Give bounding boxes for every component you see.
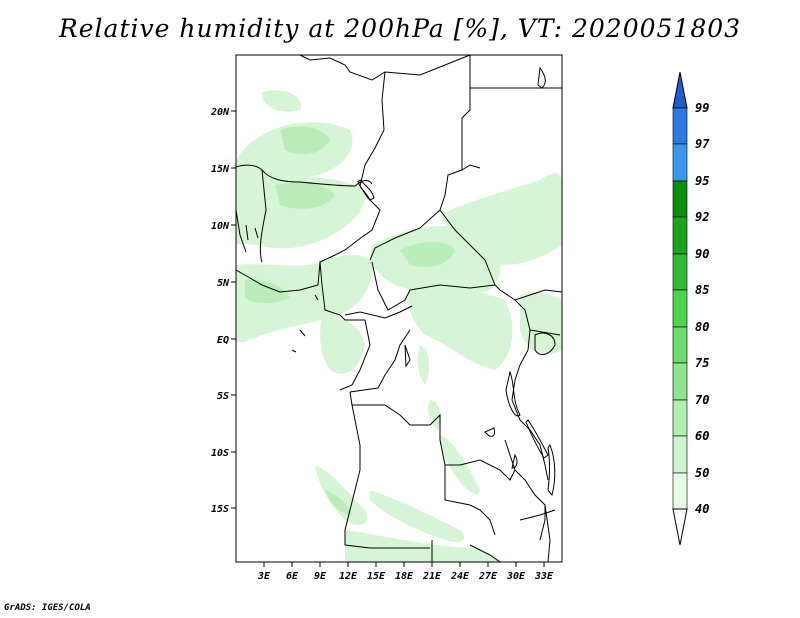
legend-label: 90 bbox=[695, 247, 709, 261]
legend-bottom-arrow bbox=[672, 508, 688, 546]
country-borders bbox=[235, 54, 563, 563]
lat-label: 5S bbox=[217, 391, 229, 402]
lon-label: 21E bbox=[422, 571, 442, 582]
lat-label: 20N bbox=[210, 107, 230, 118]
lon-label: 18E bbox=[395, 571, 414, 582]
lat-label: 10N bbox=[211, 221, 230, 232]
legend-swatch bbox=[672, 326, 688, 364]
legend-label: 85 bbox=[695, 283, 709, 297]
legend-swatch bbox=[672, 362, 688, 401]
legend-swatch bbox=[672, 472, 688, 510]
legend-label: 75 bbox=[695, 356, 709, 370]
lon-label: 15E bbox=[367, 571, 386, 582]
color-legend: 99 97 95 92 90 85 80 75 70 60 50 40 bbox=[672, 71, 710, 546]
legend-swatch bbox=[672, 143, 688, 182]
lon-label: 30E bbox=[506, 571, 526, 582]
lat-label: 5N bbox=[217, 278, 230, 289]
lakes bbox=[291, 66, 556, 497]
legend-swatch bbox=[672, 180, 688, 218]
lat-label: 15N bbox=[211, 164, 230, 175]
chart-title: Relative humidity at 200hPa [%], VT: 202… bbox=[58, 14, 742, 43]
humidity-shading-darker bbox=[245, 126, 455, 515]
legend-swatch bbox=[672, 107, 688, 145]
lon-label: 9E bbox=[314, 571, 327, 582]
legend-label: 40 bbox=[695, 502, 709, 516]
legend-swatch bbox=[672, 435, 688, 474]
legend-label: 60 bbox=[695, 429, 709, 443]
lat-label: 10S bbox=[211, 448, 229, 459]
legend-label: 97 bbox=[695, 137, 710, 151]
lat-label: EQ bbox=[217, 335, 229, 346]
legend-label: 99 bbox=[695, 101, 709, 115]
legend-swatch bbox=[672, 399, 688, 437]
legend-swatch bbox=[672, 289, 688, 328]
legend-label: 70 bbox=[695, 393, 709, 407]
legend-label: 80 bbox=[695, 320, 709, 334]
latitude-axis: 20N 15N 10N 5N EQ 5S 10S 15S bbox=[210, 107, 236, 515]
legend-swatch bbox=[672, 253, 688, 291]
legend-label: 50 bbox=[695, 466, 709, 480]
lat-label: 15S bbox=[211, 504, 229, 515]
lon-label: 33E bbox=[534, 571, 554, 582]
grads-credit: GrADS: IGES/COLA bbox=[4, 603, 91, 613]
legend-swatch bbox=[672, 216, 688, 255]
lon-label: 27E bbox=[478, 571, 498, 582]
humidity-shading bbox=[236, 90, 562, 562]
longitude-axis: 3E 6E 9E 12E 15E 18E 21E 24E 27E 30E 33E bbox=[257, 562, 554, 582]
lon-label: 24E bbox=[450, 571, 470, 582]
legend-label: 92 bbox=[695, 210, 709, 224]
lon-label: 3E bbox=[257, 571, 271, 582]
lon-label: 6E bbox=[286, 571, 299, 582]
legend-label: 95 bbox=[695, 174, 709, 188]
legend-top-arrow bbox=[672, 71, 688, 109]
map-frame bbox=[235, 54, 563, 563]
lon-label: 12E bbox=[339, 571, 358, 582]
